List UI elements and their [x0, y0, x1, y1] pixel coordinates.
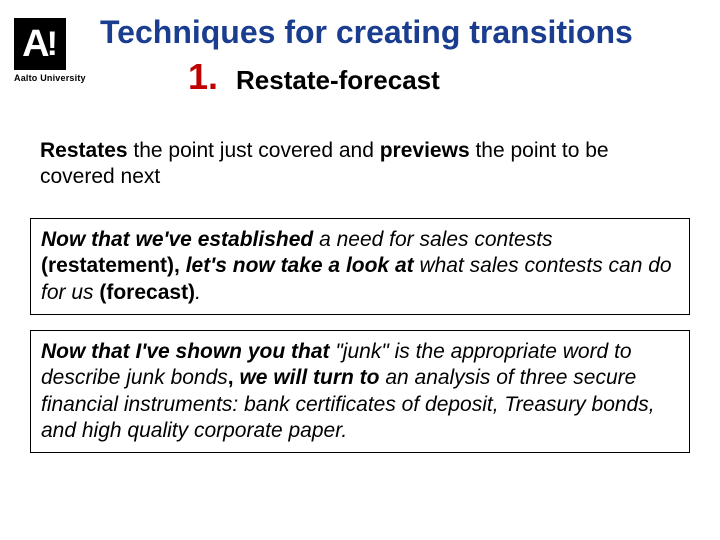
logo-letter: A [22, 25, 47, 63]
ex1-restatement: (restatement) [41, 254, 174, 277]
subtitle-label: Restate-forecast [236, 65, 440, 96]
ex2-bold-2: we will turn to [234, 366, 380, 389]
description-text: Restates the point just covered and prev… [40, 138, 680, 191]
ex1-bold-1: Now that we've established [41, 228, 313, 251]
slide-title: Techniques for creating transitions [100, 14, 633, 51]
subtitle-number: 1. [188, 56, 218, 98]
ex1-text-1: a need for sales contests [313, 228, 552, 251]
aalto-logo: A! Aalto University [14, 18, 92, 83]
ex2-bold-1: Now that I've shown you that [41, 340, 330, 363]
desc-bold-2: previews [380, 139, 470, 162]
desc-bold-1: Restates [40, 139, 128, 162]
ex1-bold-2: let's now take a look at [180, 254, 414, 277]
example-box-2: Now that I've shown you that "junk" is t… [30, 330, 690, 453]
example-box-1: Now that we've established a need for sa… [30, 218, 690, 315]
logo-university-text: Aalto University [14, 73, 92, 83]
ex1-forecast: (forecast) [99, 281, 195, 304]
logo-mark: A! [14, 18, 66, 70]
ex1-period: . [195, 281, 201, 304]
subtitle-row: 1. Restate-forecast [188, 56, 440, 98]
desc-text-1: the point just covered and [128, 139, 380, 162]
logo-exclaim: ! [47, 27, 58, 61]
